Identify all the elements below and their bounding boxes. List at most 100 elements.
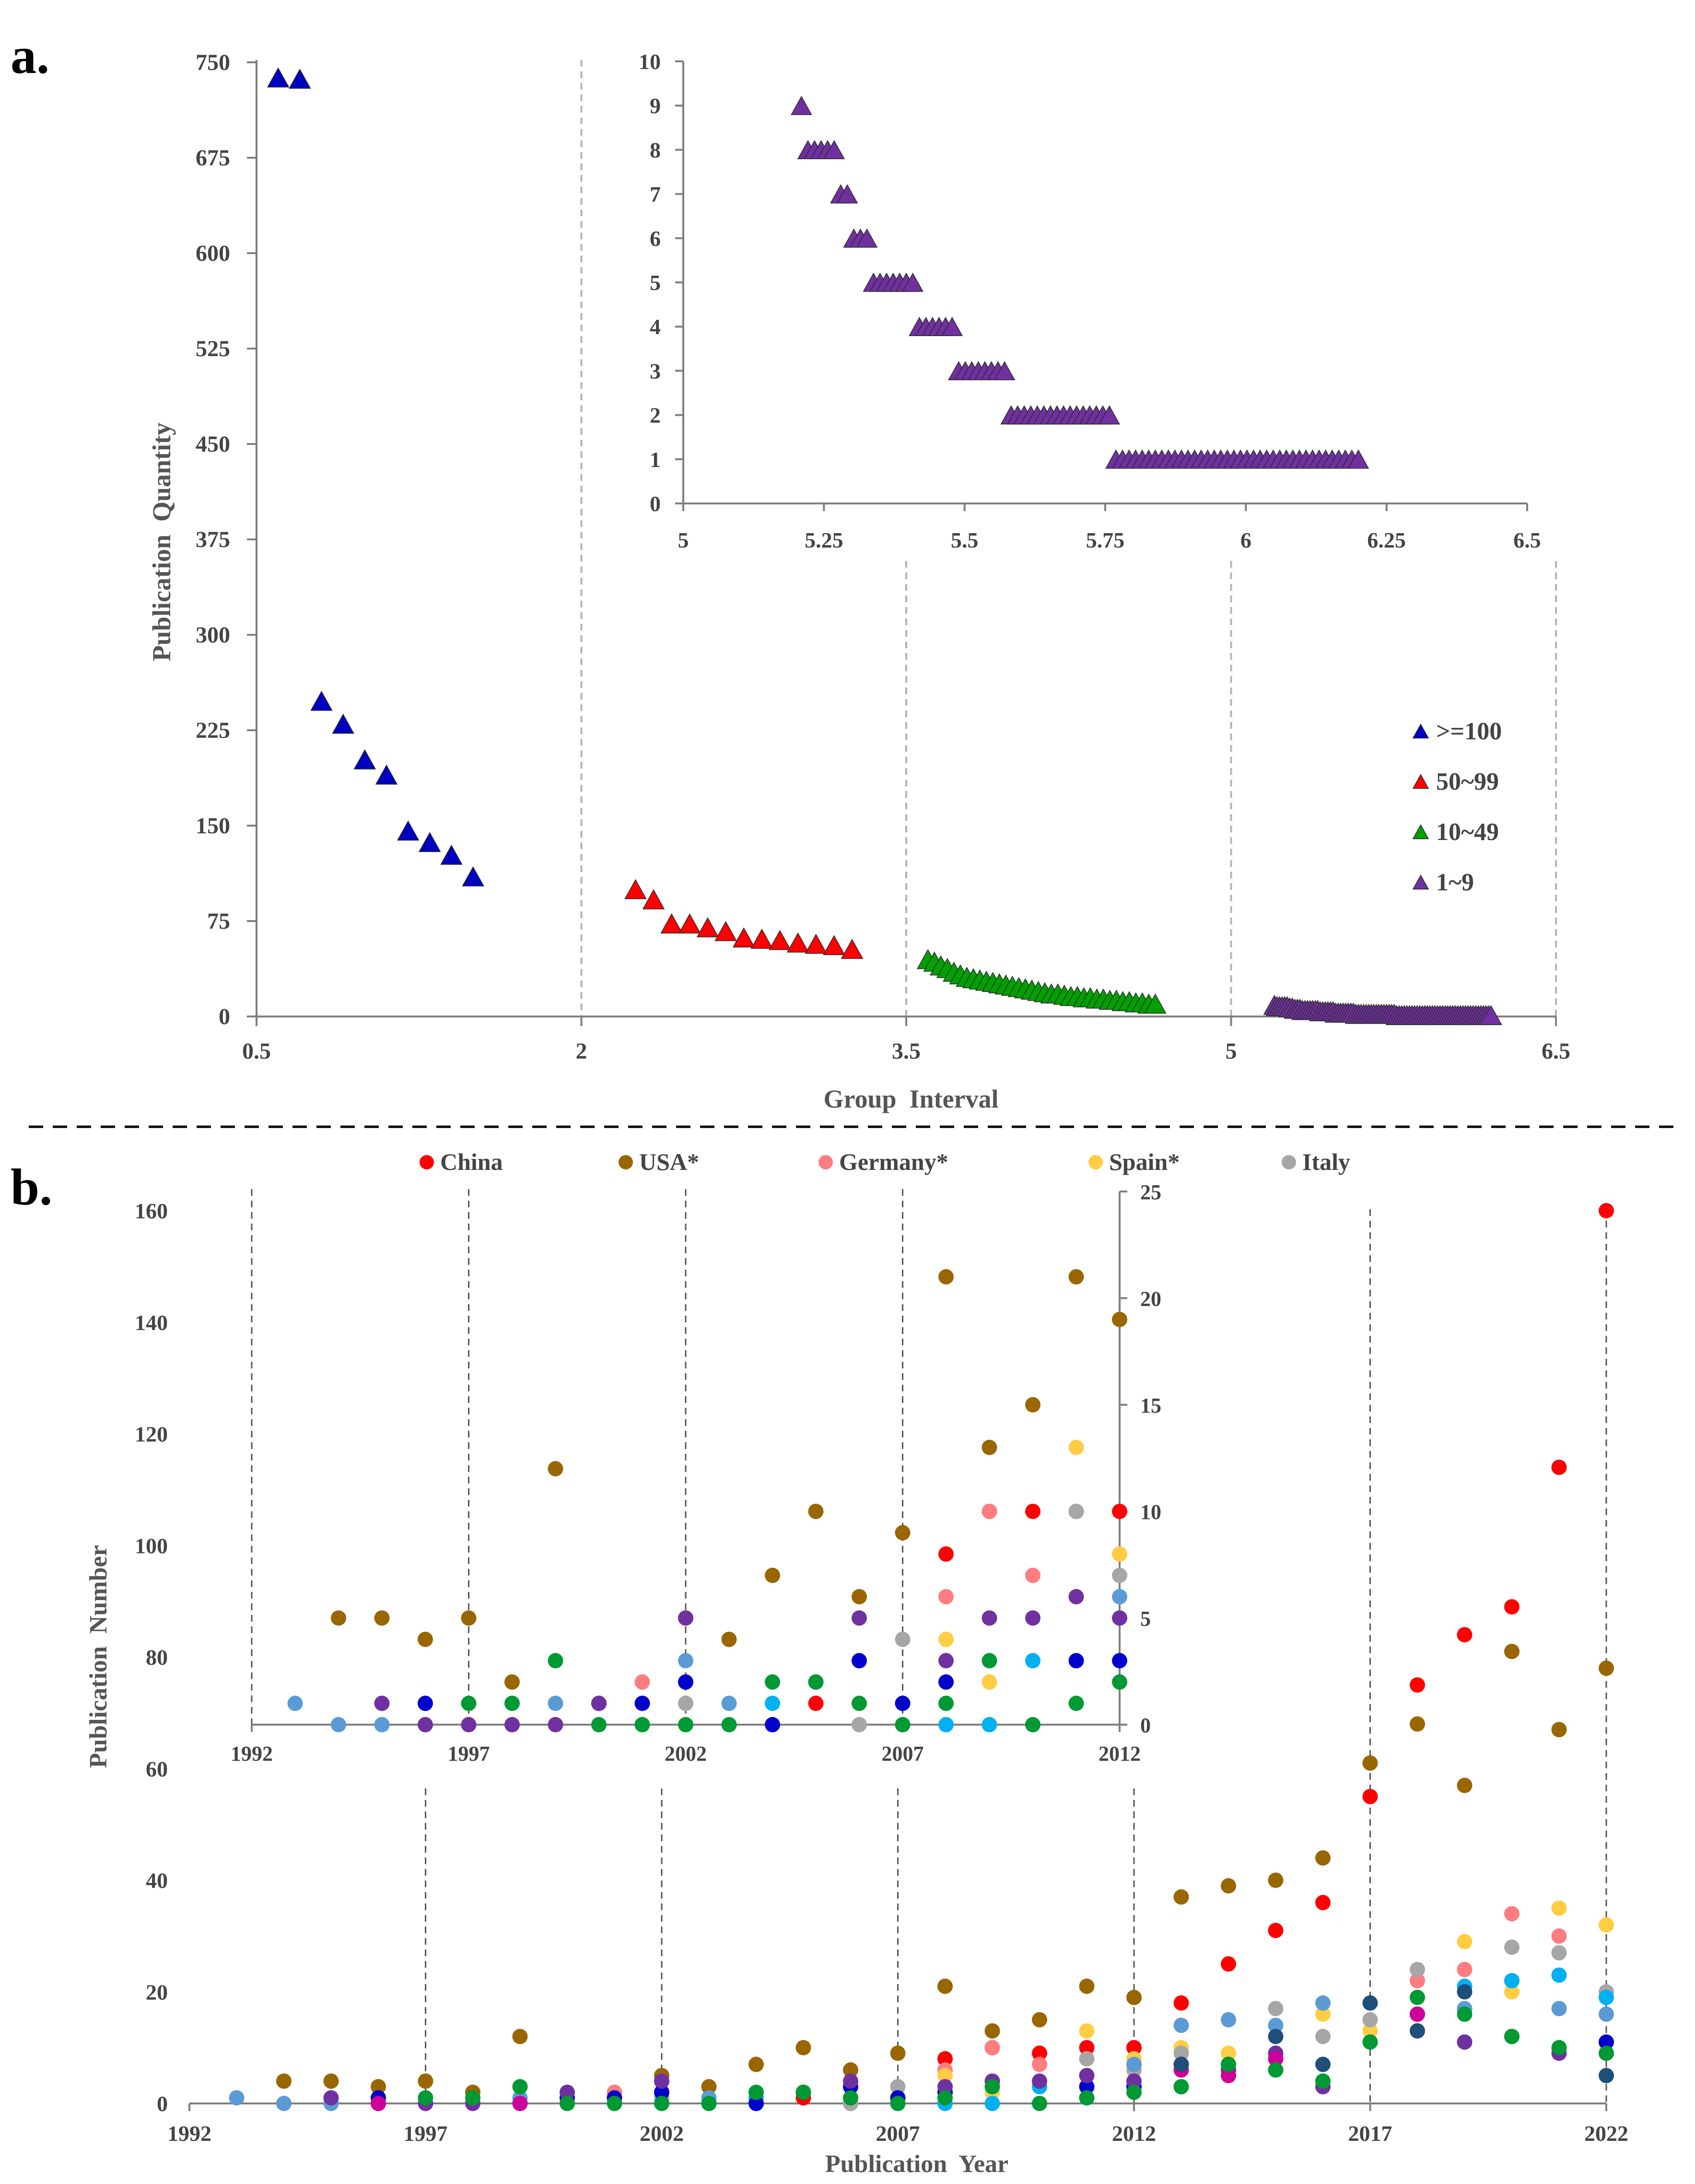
- panel-a-y-tick-label: 750: [196, 50, 230, 75]
- panel-b-point-Italy: [1551, 1945, 1567, 1961]
- panel-b-y-tick-label: 160: [135, 1199, 168, 1223]
- panel-b-point-China: [1268, 1923, 1284, 1939]
- inset-b-point: [1025, 1610, 1040, 1626]
- inset-b-point: [1025, 1653, 1040, 1669]
- inset-a-y-tick-label: 2: [650, 403, 661, 428]
- panel-a-x-axis-title: Group Interval: [823, 1085, 998, 1113]
- panel-b-y-tick-label: 40: [146, 1869, 168, 1893]
- panel-b-point-Germany*: [984, 2040, 1000, 2056]
- panel-b-point-Italy: [1079, 2051, 1095, 2067]
- inset-b-point: [1025, 1504, 1040, 1519]
- panel-b-legend-marker-USA*: [619, 1155, 633, 1169]
- panel-b-legend-marker-Italy: [1282, 1155, 1296, 1169]
- panel-b-point-series-7: [984, 2096, 1000, 2111]
- panel-b-legend: China USA* Germany* Spain* Italy: [420, 1148, 1350, 1175]
- inset-b-point: [374, 1717, 390, 1732]
- inset-b-x-tick-label: 1997: [448, 1742, 490, 1765]
- inset-b-point: [721, 1632, 737, 1647]
- inset-b-point: [331, 1610, 346, 1626]
- panel-b-point-Germany*: [1504, 1906, 1520, 1922]
- inset-a-y-tick-label: 3: [650, 359, 661, 383]
- inset-b-point: [591, 1695, 607, 1711]
- panel-b-point-China: [1504, 1599, 1520, 1615]
- panel-a-point->=100: [419, 832, 441, 853]
- panel-a-point->=100: [462, 866, 484, 887]
- inset-b-point: [461, 1717, 477, 1732]
- inset-b-x-tick-label: 2002: [665, 1742, 707, 1765]
- panel-a-x-tick-label: 3.5: [892, 1039, 921, 1064]
- inset-a-point: [791, 95, 812, 115]
- panel-a-y-tick-label: 150: [196, 813, 230, 839]
- panel-b-point-Italy: [1362, 2012, 1378, 2028]
- inset-b-point: [1068, 1269, 1084, 1285]
- panel-b-point-series-6: [1599, 2006, 1614, 2022]
- inset-b-point: [591, 1717, 607, 1732]
- inset-b-point: [938, 1589, 954, 1605]
- inset-b-point: [678, 1695, 693, 1711]
- inset-b-point: [852, 1610, 867, 1626]
- panel-b-point-series-12: [1599, 2045, 1614, 2061]
- panel-b-point-series-8: [1079, 2079, 1095, 2095]
- panel-b-point-series-9: [323, 2090, 339, 2106]
- inset-b-point: [1112, 1567, 1127, 1583]
- inset-b-point: [938, 1269, 954, 1285]
- panel-b-point-China: [1599, 1203, 1614, 1218]
- panel-b-point-series-8: [1599, 2034, 1614, 2050]
- inset-b-point: [1112, 1546, 1127, 1562]
- panel-a-x-tick-label: 6.5: [1542, 1039, 1570, 1064]
- panel-b-y-tick-label: 80: [146, 1645, 168, 1670]
- inset-b-point: [1112, 1653, 1127, 1669]
- panel-b-point-series-9: [843, 2073, 858, 2089]
- panel-b-point-series-12: [1221, 2056, 1236, 2072]
- panel-b-point-series-7: [1599, 1989, 1614, 2005]
- panel-a-y-tick-label: 675: [196, 145, 230, 171]
- panel-b-point-USA*: [1504, 1644, 1520, 1659]
- panel-a-y-tick-label: 300: [196, 622, 230, 648]
- panel-b-point-Spain*: [1504, 1984, 1520, 2000]
- panel-b-point-Spain*: [1457, 1934, 1473, 1950]
- inset-b-point: [1068, 1589, 1084, 1605]
- panel-b-point-China: [1079, 2040, 1095, 2056]
- panel-b-point-Italy: [1173, 2045, 1189, 2061]
- panel-b-point-series-6: [229, 2090, 245, 2106]
- panel-a-y-tick-label: 450: [196, 432, 230, 457]
- panel-b-point-series-12: [1032, 2096, 1047, 2111]
- panel-a-legend-marker-10~49: [1412, 824, 1429, 840]
- inset-a-point: [1347, 449, 1369, 469]
- panel-b-point-Spain*: [1079, 2023, 1095, 2039]
- panel-b-point-series-10: [1221, 2067, 1236, 2083]
- panel-b-x-axis-title: Publication Year: [825, 2150, 1008, 2178]
- panel-b-point-series-12: [937, 2090, 953, 2106]
- panel-b-point-USA*: [1221, 1878, 1236, 1894]
- panel-b-point-series-12: [512, 2079, 528, 2095]
- panel-b-y-tick-label: 140: [135, 1310, 168, 1335]
- panel-a-point-1~9: [1480, 1005, 1502, 1025]
- panel-a-point->=100: [375, 764, 398, 785]
- panel-b-point-series-12: [1551, 2040, 1567, 2056]
- panel-b-point-series-11: [1362, 1995, 1378, 2011]
- inset-b-point: [982, 1504, 997, 1519]
- panel-b-inset: 0 5 10 15 20 25 1992 1997 2002 2007 2012: [231, 1180, 1161, 1765]
- inset-b-point: [1112, 1504, 1127, 1519]
- panel-a-point-50~99: [769, 930, 791, 950]
- panel-b-point-series-12: [418, 2090, 433, 2106]
- inset-b-point: [634, 1717, 650, 1732]
- panel-b-legend-label: Germany*: [839, 1148, 948, 1175]
- panel-b-point-series-11: [1599, 2067, 1614, 2083]
- panel-b-point-Italy: [1315, 2029, 1331, 2044]
- panel-a-point-50~99: [786, 932, 809, 953]
- inset-b-point: [548, 1461, 563, 1477]
- inset-a-x-tick-label: 5.5: [951, 528, 979, 552]
- panel-b-point-Italy: [1504, 1939, 1520, 1955]
- panel-b-legend-marker-Germany*: [818, 1155, 833, 1169]
- inset-b-point: [938, 1546, 954, 1562]
- panel-b-point-USA*: [1268, 1872, 1284, 1888]
- panel-b-point-series-6: [1268, 2018, 1284, 2033]
- panel-b-x-tick-label: 2007: [876, 2121, 920, 2146]
- panel-b-point-series-9: [937, 2079, 953, 2095]
- panel-b-point-series-12: [1173, 2079, 1189, 2095]
- panel-a-y-tick-label: 525: [196, 336, 230, 362]
- panel-a-point->=100: [267, 67, 290, 88]
- panel-b-point-Spain*: [1599, 1917, 1614, 1933]
- inset-b-point: [634, 1695, 650, 1711]
